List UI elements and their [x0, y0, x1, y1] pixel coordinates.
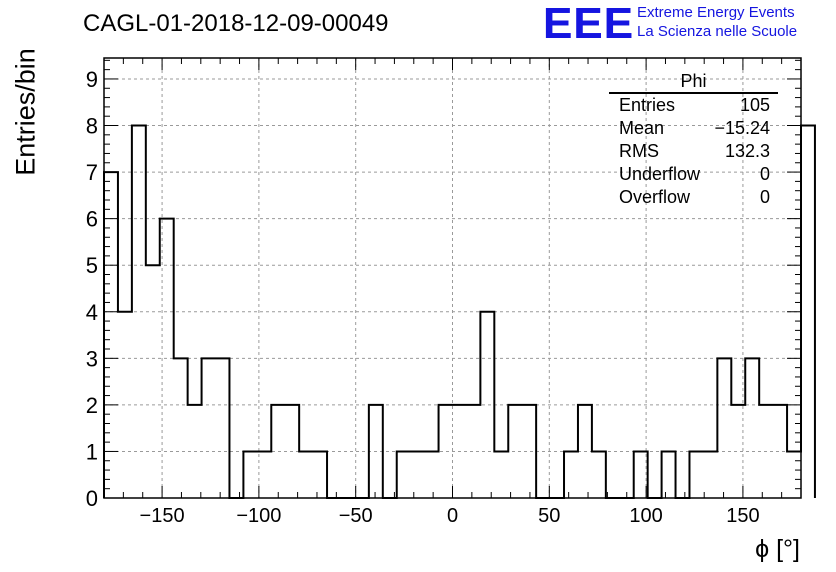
- histogram-bar: [202, 358, 216, 498]
- x-tick-label: 50: [538, 505, 560, 527]
- x-axis-label: ϕ [°]: [755, 535, 800, 563]
- histogram-bar: [592, 451, 606, 498]
- histogram-bar: [801, 126, 815, 498]
- y-tick-label: 1: [86, 439, 98, 464]
- x-tick-label: −50: [339, 505, 373, 527]
- eee-logo: EEE: [543, 0, 635, 48]
- histogram-bar: [717, 358, 731, 498]
- histogram-bar: [257, 451, 271, 498]
- histogram-bar: [494, 451, 508, 498]
- histogram-bar: [634, 451, 648, 498]
- histogram-bar: [243, 451, 257, 498]
- y-tick-label: 9: [86, 67, 98, 92]
- x-tick-label: 150: [726, 505, 759, 527]
- y-tick-label: 7: [86, 160, 98, 185]
- histogram-bar: [787, 451, 801, 498]
- stats-label: Entries: [619, 95, 676, 115]
- histogram-bar: [662, 451, 676, 498]
- x-tick-label: −150: [140, 505, 185, 527]
- histogram-bar: [216, 358, 230, 498]
- histogram-bar: [703, 451, 717, 498]
- stats-row-rms: RMS 132.3: [609, 140, 778, 163]
- stats-value: −15.24: [714, 118, 770, 138]
- histogram-bar: [411, 451, 425, 498]
- histogram-bar: [146, 265, 160, 498]
- stats-label: Underflow: [619, 164, 701, 184]
- histogram-outline: [103, 124, 816, 499]
- stats-row-mean: Mean −15.24: [609, 117, 778, 140]
- histogram-bar: [174, 358, 188, 498]
- y-tick-label: 3: [86, 346, 98, 371]
- stats-label: Mean: [619, 118, 665, 138]
- histogram-bar: [425, 451, 439, 498]
- stats-value: 0: [759, 187, 770, 207]
- y-tick-label: 5: [86, 253, 98, 278]
- organization-name: Extreme Energy Events La Scienza nelle S…: [637, 3, 797, 41]
- plot-title: CAGL-01-2018-12-09-00049: [83, 10, 389, 37]
- histogram-bar: [689, 451, 703, 498]
- stats-row-entries: Entries 105: [609, 94, 778, 117]
- stats-value: 0: [759, 164, 770, 184]
- stats-box: Phi Entries 105 Mean −15.24 RMS 132.3 Un…: [609, 70, 778, 209]
- stats-value: 105: [739, 95, 770, 115]
- histogram-bar: [397, 451, 411, 498]
- y-tick-label: 4: [86, 300, 98, 325]
- y-tick-label: 8: [86, 114, 98, 139]
- stats-row-overflow: Overflow 0: [609, 186, 778, 209]
- y-axis-label-box: Entries/bin: [8, 48, 41, 210]
- x-tick-label: 0: [447, 505, 458, 527]
- histogram-bar: [564, 451, 578, 498]
- stats-value: 132.3: [724, 141, 770, 161]
- histogram-bar: [745, 358, 759, 498]
- org-line-1: Extreme Energy Events: [637, 4, 795, 21]
- org-line-2: La Scienza nelle Scuole: [637, 23, 798, 40]
- stats-label: Overflow: [619, 187, 691, 207]
- y-tick-label: 0: [86, 486, 98, 511]
- histogram-bar: [132, 126, 146, 498]
- histogram-bar: [104, 172, 118, 498]
- stats-title: Phi: [609, 70, 778, 94]
- stats-row-underflow: Underflow 0: [609, 163, 778, 186]
- histogram-bar: [313, 451, 327, 498]
- x-tick-label: −100: [236, 505, 281, 527]
- y-tick-label: 2: [86, 393, 98, 418]
- y-axis-label: Entries/bin: [10, 48, 41, 176]
- y-tick-label: 6: [86, 207, 98, 232]
- x-tick-label: 100: [629, 505, 662, 527]
- histogram-bar: [299, 451, 313, 498]
- stats-label: RMS: [619, 141, 659, 161]
